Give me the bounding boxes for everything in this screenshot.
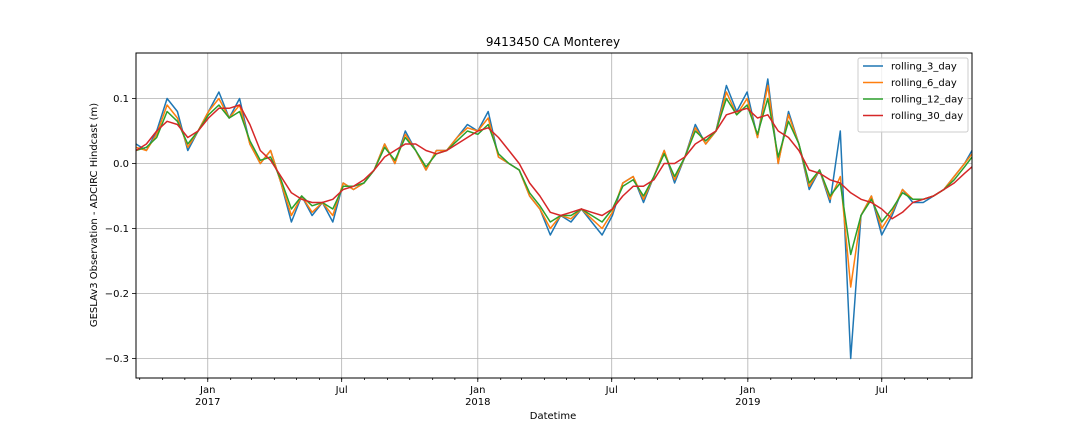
x-tick-label: Jul xyxy=(875,385,888,396)
legend: rolling_3_day rolling_6_day rolling_12_day… xyxy=(857,57,969,133)
x-tick-year-label: 2018 xyxy=(465,397,490,408)
y-tick-label: −0.2 xyxy=(105,289,129,300)
x-tick-label: Jul xyxy=(605,385,618,396)
legend-label: rolling_12_day xyxy=(891,95,963,106)
legend-label: rolling_30_day xyxy=(891,111,963,122)
x-tick-label: Jan xyxy=(469,385,485,396)
plot-area xyxy=(135,78,973,360)
x-tick-year-label: 2017 xyxy=(195,397,220,408)
y-axis: 0.1 0.0 −0.1 −0.2 −0.3 xyxy=(105,94,136,365)
chart-title: 9413450 CA Monterey xyxy=(486,35,620,49)
plot-frame xyxy=(135,52,973,379)
y-tick-label: −0.1 xyxy=(105,224,129,235)
x-tick-label: Jul xyxy=(335,385,348,396)
x-axis-label: Datetime xyxy=(530,411,577,422)
y-axis-label: GESLAv3 Observation - ADCIRC Hindcast (m… xyxy=(89,103,100,327)
series-line-rolling-30-day xyxy=(135,104,973,220)
legend-label: rolling_6_day xyxy=(891,78,957,89)
y-tick-label: −0.3 xyxy=(105,354,129,365)
legend-label: rolling_3_day xyxy=(891,62,957,73)
legend-box xyxy=(857,57,969,133)
x-tick-year-label: 2019 xyxy=(735,397,760,408)
y-tick-label: 0.0 xyxy=(113,159,129,170)
y-tick-label: 0.1 xyxy=(113,94,129,105)
x-tick-label: Jan xyxy=(199,385,215,396)
x-tick-label: Jan xyxy=(739,385,755,396)
